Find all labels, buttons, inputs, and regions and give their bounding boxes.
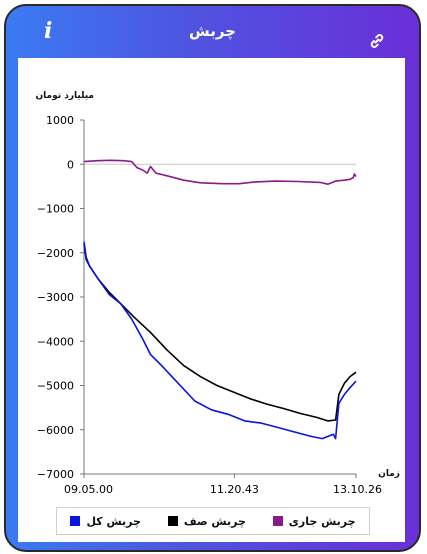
y-tick-label: −2000: [37, 247, 74, 260]
legend-label: چربش صف: [183, 514, 246, 528]
app-frame: i چربش میلیارد تومان زمان 1000 0 −1000 −200…: [4, 4, 421, 552]
legend-label: چربش جاری: [288, 514, 356, 528]
series-line: [83, 159, 357, 185]
y-tick-label: −6000: [37, 424, 74, 437]
legend-item[interactable]: چربش صف: [167, 514, 246, 528]
y-tick-label: 1000: [46, 114, 74, 127]
x-tick-label: 13.10.26: [333, 483, 382, 496]
series-line: [83, 243, 357, 422]
series-line: [83, 241, 357, 440]
y-tick-label: −1000: [37, 203, 74, 216]
chart: میلیارد تومان زمان 1000 0 −1000 −2000 −3000 −…: [35, 91, 400, 496]
chart-card: میلیارد تومان زمان 1000 0 −1000 −2000 −3000 −…: [18, 58, 405, 542]
x-tick-label: 09.05.00: [64, 483, 113, 496]
y-tick-label: 0: [67, 158, 74, 171]
legend-swatch: [272, 516, 283, 526]
y-tick-label: −7000: [37, 468, 74, 481]
legend-label: چربش کل: [86, 514, 141, 528]
legend-item[interactable]: چربش کل: [70, 515, 141, 528]
y-axis-label: میلیارد تومان: [35, 91, 94, 101]
x-tick-label: 11.20.43: [210, 483, 259, 496]
legend-item[interactable]: چربش جاری: [272, 514, 356, 528]
y-tick-label: −3000: [37, 291, 74, 304]
legend-swatch: [70, 516, 81, 526]
page-title: چربش: [189, 22, 236, 40]
y-tick-label: −4000: [37, 335, 74, 348]
info-icon[interactable]: i: [44, 18, 53, 44]
x-axis-label: زمان: [378, 469, 400, 479]
legend: چربش جاری چربش صف چربش کل: [56, 507, 370, 535]
header: i چربش: [6, 6, 419, 58]
y-tick-label: −5000: [37, 380, 74, 393]
legend-swatch: [167, 516, 178, 526]
link-icon[interactable]: [368, 32, 386, 50]
